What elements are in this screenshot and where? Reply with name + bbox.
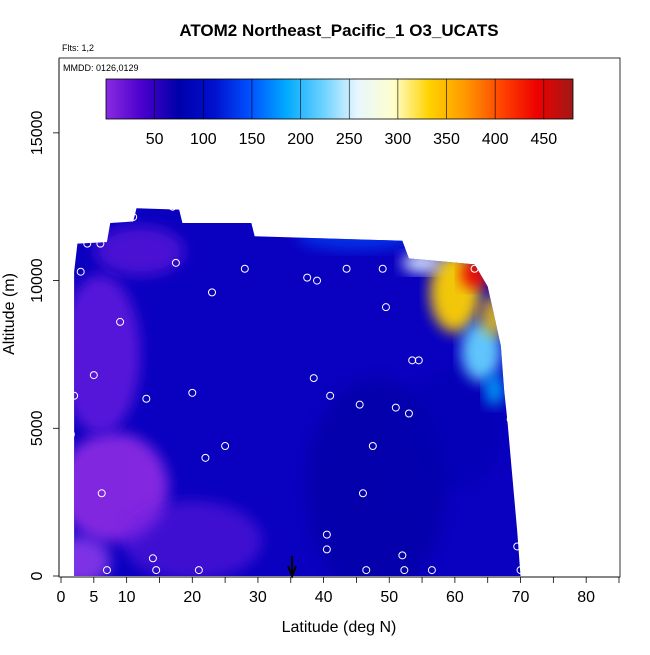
profile-point [322,530,331,539]
profile-point [398,551,407,560]
profile-point [89,371,98,380]
colorbar-tick-label: 50 [146,131,164,148]
ozone-region [404,368,505,489]
profile-point [168,202,177,211]
x-tick-label: 5 [89,589,98,606]
dates-subtitle: MMDD: 0126,0129 [63,63,139,73]
profile-point [470,264,479,273]
x-tick-label: 10 [118,589,136,606]
x-tick-label: 60 [446,589,464,606]
profile-point [240,264,249,273]
profile-point [309,374,318,383]
profile-point [188,388,197,397]
profile-point [355,400,364,409]
ozone-region [402,252,443,273]
profile-point [506,415,515,424]
profile-point [381,303,390,312]
x-tick-label: 40 [315,589,333,606]
profile-point [116,317,125,326]
x-axis-label: Latitude (deg N) [282,619,397,636]
profile-point [171,258,180,267]
profile-point [194,566,203,575]
profile-point [148,554,157,563]
x-tick-label: 80 [577,589,595,606]
profile-point [303,273,312,282]
profile-point [358,489,367,498]
profile-point [378,264,387,273]
profile-point [152,566,161,575]
profile-point [129,213,138,222]
x-tick-label: 30 [249,589,267,606]
profile-point [201,453,210,462]
profile-point [342,264,351,273]
profile-point [221,442,230,451]
profile-point [516,566,525,575]
flights-subtitle: Flts: 1,2 [62,43,94,53]
colorbar-tick-label: 100 [190,131,217,148]
profile-point [62,530,71,539]
x-tick-label: 0 [57,589,66,606]
profile-point [400,566,409,575]
y-axis-label: Altitude (m) [1,273,18,355]
arrow-head [287,565,298,579]
ozone-region [484,373,505,406]
profile-point [70,391,79,400]
profile-point [391,403,400,412]
colorbar-tick-label: 250 [336,131,363,148]
profile-point [96,239,105,248]
profile-point [513,542,522,551]
ozone-region [480,296,509,337]
ozone-region [74,274,141,435]
profile-point [362,566,371,575]
y-tick-label: 5000 [29,410,46,446]
colorbar-tick-label: 400 [482,131,509,148]
ozone-region [94,226,185,277]
y-tick-label: 0 [29,571,46,580]
profile-point [142,394,151,403]
profile-point [207,288,216,297]
profile-point [83,239,92,248]
ozone-region [296,222,417,251]
y-tick-label: 15000 [29,111,46,156]
colorbar-ticks: 50 100 150 200 250 300 350 400 450 [146,79,557,148]
chart-title: ATOM2 Northeast_Pacific_1 O3_UCATS [179,21,498,40]
x-tick-label: 50 [380,589,398,606]
x-tick-label: 70 [512,589,530,606]
colorbar-tick-label: 350 [433,131,460,148]
profile-point [313,276,322,285]
y-axis: 0 5000 10000 15000 [29,59,60,580]
x-axis: 0 5 10 20 30 40 50 60 70 80 [57,576,620,606]
ozone-region [461,321,502,382]
y-tick-label: 10000 [29,258,46,303]
profile-point [97,489,106,498]
data-field [74,208,521,577]
profile-points [60,202,525,575]
profile-point [76,267,85,276]
colorbar-tick-label: 450 [530,131,557,148]
colorbar-bar [105,78,574,120]
profile-point [414,356,423,365]
colorbar-tick-label: 200 [287,131,314,148]
profile-point [102,566,111,575]
profile-point [427,566,436,575]
latitude-arrow [287,556,298,579]
profile-point [322,545,331,554]
profile-point [404,409,413,418]
ozone-region [122,500,263,577]
colorbar-tick-label: 150 [239,131,266,148]
profile-point [368,442,377,451]
x-tick-label: 20 [183,589,201,606]
colorbar-tick-label: 300 [385,131,412,148]
profile-point [326,391,335,400]
ozone-region [74,536,111,577]
profile-point [60,566,69,575]
colorbar: 50 100 150 200 250 300 350 400 450 [105,78,574,148]
profile-point [66,430,75,439]
